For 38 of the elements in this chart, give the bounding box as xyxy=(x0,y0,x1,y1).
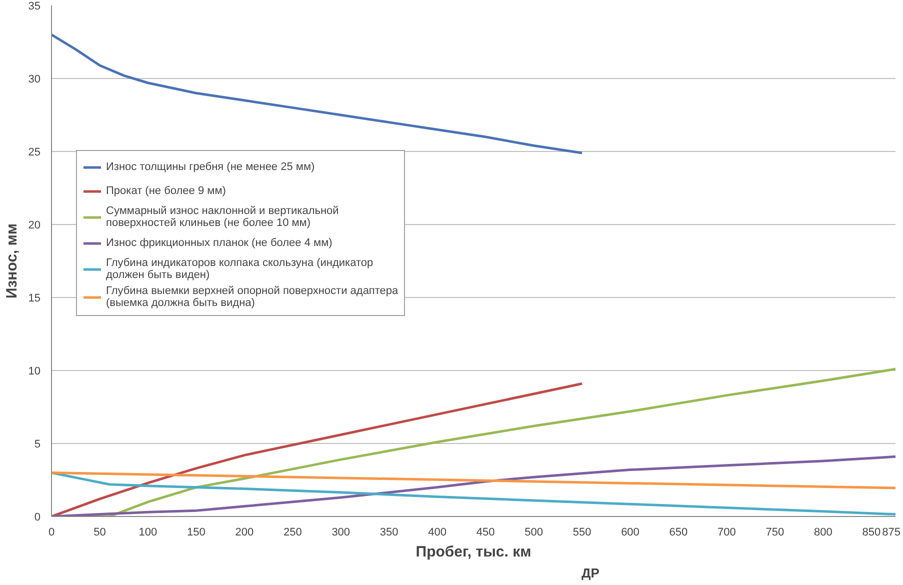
y-tick-label: 30 xyxy=(28,74,41,86)
x-axis-title: Пробег, тыс. км xyxy=(416,544,532,560)
legend-label: Износ толщины гребня (не менее 25 мм) xyxy=(106,160,315,174)
legend-label: Глубина индикаторов колпака скользуна (индикатор должен быть виден) xyxy=(106,257,374,281)
y-axis-title: Износ, мм xyxy=(3,223,20,299)
x-tick-label: 50 xyxy=(94,526,106,538)
x-tick-label: 500 xyxy=(524,526,543,538)
legend-label: Износ фрикционных планок (не более 4 мм) xyxy=(106,236,332,250)
x-tick-label: 600 xyxy=(621,526,640,538)
y-tick-label: 0 xyxy=(34,512,41,524)
x-tick-label: 700 xyxy=(718,526,736,538)
x-tick-label: 550 xyxy=(572,526,592,538)
x-tick-label: 300 xyxy=(332,526,350,538)
y-tick-label: 20 xyxy=(28,220,41,232)
x-tick-label: 650 xyxy=(669,526,688,538)
x-tick-label: 450 xyxy=(476,526,495,538)
x-tick-label: 150 xyxy=(187,526,206,538)
x-tick-label: 100 xyxy=(138,526,158,538)
y-tick-label: 35 xyxy=(28,0,41,12)
x-tick-label: 250 xyxy=(283,526,302,538)
line-series xyxy=(52,33,584,154)
y-tick-label: 10 xyxy=(28,366,41,378)
x-tick-label: 0 xyxy=(48,526,55,538)
x-tick-label: 850 xyxy=(862,526,881,538)
x-tick-label: 350 xyxy=(380,526,398,538)
legend-label: Суммарный износ наклонной и вертикальной поверхностей клиньев (не более 10 мм) xyxy=(106,205,339,229)
y-tick-label: 5 xyxy=(34,438,41,450)
text: ДР xyxy=(582,566,600,580)
x-tick-label: 200 xyxy=(235,526,254,538)
legend-label: Прокат (не более 9 мм) xyxy=(106,184,226,198)
x-tick-label: 400 xyxy=(428,526,447,538)
x-tick-label: 800 xyxy=(814,526,832,538)
x-tick-label: 875 xyxy=(882,526,901,538)
y-tick-label: 25 xyxy=(28,146,41,158)
y-tick-label: 15 xyxy=(28,292,41,304)
x-tick-label: 750 xyxy=(766,526,784,538)
line-series xyxy=(52,382,584,516)
legend-label: Глубина выемки верхней опорной поверхности адаптера (выемка должна быть видна) xyxy=(106,285,398,309)
